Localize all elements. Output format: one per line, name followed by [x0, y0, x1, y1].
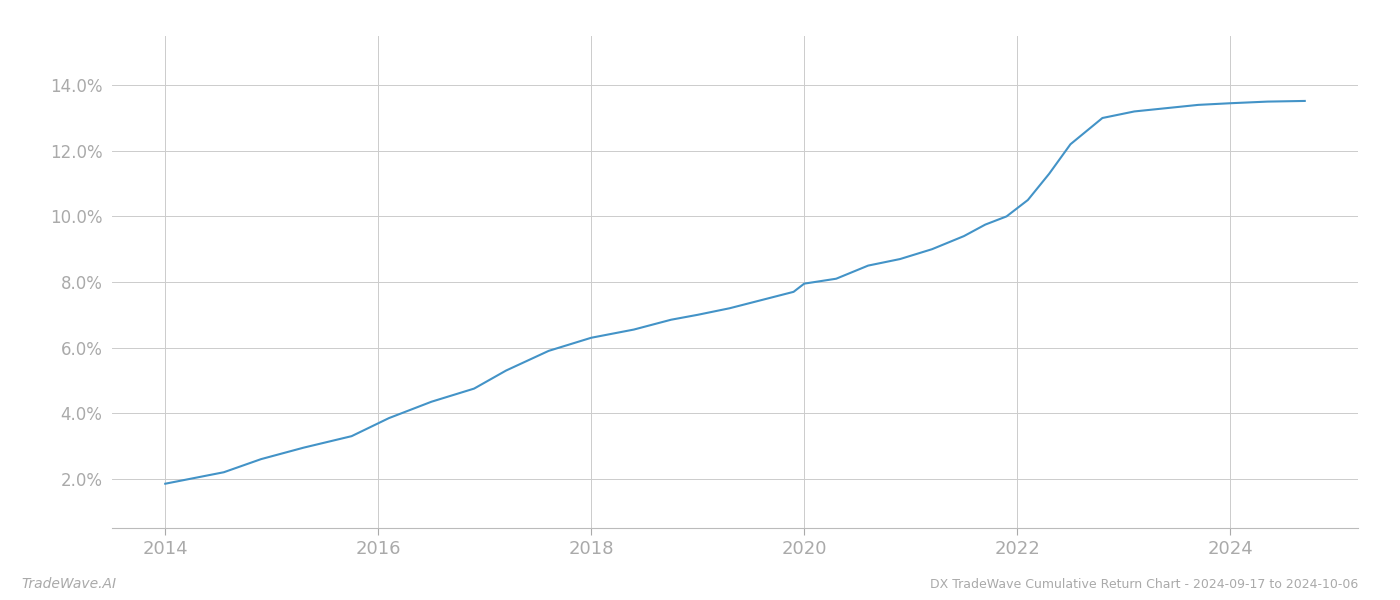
- Text: TradeWave.AI: TradeWave.AI: [21, 577, 116, 591]
- Text: DX TradeWave Cumulative Return Chart - 2024-09-17 to 2024-10-06: DX TradeWave Cumulative Return Chart - 2…: [930, 578, 1358, 591]
